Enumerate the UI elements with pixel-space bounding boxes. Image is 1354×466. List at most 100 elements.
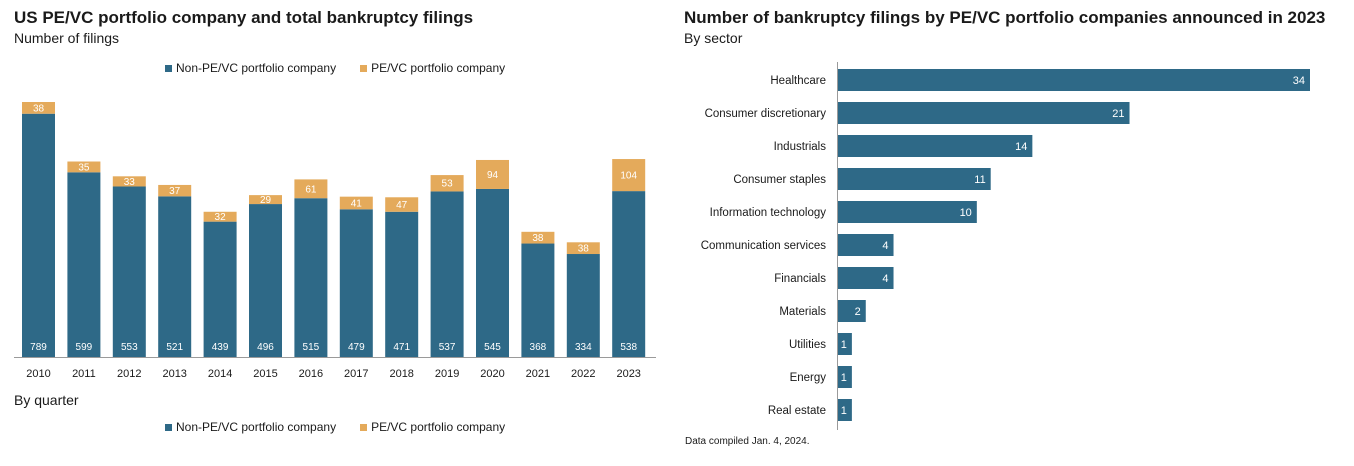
y-tick-label-communication-services: Communication services xyxy=(701,240,827,252)
data-label-non-pe-2010: 789 xyxy=(30,342,47,353)
left-bar-chart: 789 38 2010 599 35 2011 553 33 2012 521 37 2013 439 3… xyxy=(14,102,656,380)
y-tick-label-consumer-discretionary: Consumer discretionary xyxy=(705,108,827,120)
x-tick-label-2022: 2022 xyxy=(571,368,595,380)
data-label-non-pe-2020: 545 xyxy=(484,342,501,353)
data-label-non-pe-2019: 537 xyxy=(439,342,456,353)
bar-healthcare xyxy=(838,69,1310,91)
bar-energy xyxy=(838,366,852,388)
bar-pe-2012 xyxy=(112,176,146,187)
data-label-energy: 1 xyxy=(841,372,847,384)
data-label-pe-2016: 61 xyxy=(305,184,317,195)
data-label-pe-2014: 32 xyxy=(215,212,227,223)
bar-non-pe-2013 xyxy=(158,196,192,357)
legend-item-pe: PE/VC portfolio company xyxy=(360,61,505,75)
footer-legend-swatch-pe xyxy=(360,423,368,431)
legend-swatch-non-pe xyxy=(165,64,172,72)
bar-pe-2021 xyxy=(521,231,555,244)
bar-information-technology xyxy=(838,201,977,223)
x-tick-label-2016: 2016 xyxy=(299,368,323,380)
data-label-non-pe-2016: 515 xyxy=(303,342,320,353)
left-legend: Non-PE/VC portfolio company PE/VC portfo… xyxy=(165,61,529,75)
footer-legend-label-non-pe: Non-PE/VC portfolio company xyxy=(176,420,337,434)
bar-non-pe-2021 xyxy=(521,243,555,357)
bar-materials xyxy=(838,300,866,322)
data-label-materials: 2 xyxy=(855,306,861,318)
data-label-pe-2013: 37 xyxy=(169,186,181,197)
data-label-pe-2018: 47 xyxy=(396,200,408,211)
x-tick-label-2021: 2021 xyxy=(526,368,550,380)
bar-pe-2011 xyxy=(67,161,101,173)
data-label-industrials: 14 xyxy=(1015,141,1027,153)
y-tick-label-utilities: Utilities xyxy=(789,339,826,351)
bar-non-pe-2022 xyxy=(566,254,600,357)
bar-pe-2018 xyxy=(385,197,419,212)
data-label-non-pe-2014: 439 xyxy=(212,342,229,353)
x-tick-label-2014: 2014 xyxy=(208,368,232,380)
bar-pe-2017 xyxy=(339,196,373,210)
legend-label-non-pe: Non-PE/VC portfolio company xyxy=(176,61,337,75)
x-tick-label-2012: 2012 xyxy=(117,368,141,380)
data-label-real-estate: 1 xyxy=(841,405,847,417)
legend-swatch-pe xyxy=(360,64,368,72)
data-label-pe-2011: 35 xyxy=(78,162,90,173)
data-note: Data compiled Jan. 4, 2024. xyxy=(685,436,810,447)
y-tick-label-healthcare: Healthcare xyxy=(770,75,826,87)
x-tick-label-2013: 2013 xyxy=(162,368,186,380)
bar-non-pe-2010 xyxy=(22,113,55,358)
data-label-non-pe-2023: 538 xyxy=(620,342,637,353)
bar-non-pe-2016 xyxy=(294,198,328,357)
y-tick-label-financials: Financials xyxy=(774,273,826,285)
bar-real-estate xyxy=(838,399,852,421)
bar-pe-2010 xyxy=(22,102,55,114)
legend-item-non-pe: Non-PE/VC portfolio company xyxy=(165,61,336,75)
data-label-pe-2019: 53 xyxy=(442,179,454,190)
bar-utilities xyxy=(838,333,852,355)
y-tick-label-materials: Materials xyxy=(779,306,826,318)
bar-non-pe-2023 xyxy=(612,191,646,357)
data-label-pe-2020: 94 xyxy=(487,170,499,181)
x-tick-label-2018: 2018 xyxy=(389,368,413,380)
right-chart-subtitle: By sector xyxy=(684,30,743,46)
footer-legend-item-pe: PE/VC portfolio company xyxy=(360,420,505,434)
data-label-non-pe-2017: 479 xyxy=(348,342,365,353)
footer-legend-item-non-pe: Non-PE/VC portfolio company xyxy=(165,420,336,434)
data-label-pe-2017: 41 xyxy=(351,198,363,209)
left-chart-subtitle: Number of filings xyxy=(14,30,120,46)
data-label-non-pe-2018: 471 xyxy=(393,342,410,353)
data-label-pe-2022: 38 xyxy=(578,244,590,255)
x-tick-label-2023: 2023 xyxy=(616,368,640,380)
bar-pe-2022 xyxy=(566,242,600,255)
x-tick-label-2020: 2020 xyxy=(480,368,504,380)
bar-pe-2020 xyxy=(476,159,509,189)
data-label-pe-2012: 33 xyxy=(124,177,136,188)
bar-non-pe-2012 xyxy=(112,186,146,357)
data-label-non-pe-2013: 521 xyxy=(166,342,183,353)
data-label-information-technology: 10 xyxy=(960,207,972,219)
y-tick-label-industrials: Industrials xyxy=(774,141,827,153)
data-label-non-pe-2021: 368 xyxy=(530,342,547,353)
bar-non-pe-2011 xyxy=(67,172,101,357)
bar-consumer-staples xyxy=(838,168,991,190)
left-chart-title: US PE/VC portfolio company and total ban… xyxy=(14,8,474,27)
bar-pe-2016 xyxy=(294,179,328,199)
footer-legend-label-pe: PE/VC portfolio company xyxy=(371,420,506,434)
y-tick-label-real-estate: Real estate xyxy=(768,405,826,417)
bar-non-pe-2015 xyxy=(249,204,282,357)
bar-pe-2013 xyxy=(158,184,192,197)
x-tick-label-2019: 2019 xyxy=(435,368,459,380)
right-chart-title: Number of bankruptcy filings by PE/VC po… xyxy=(684,8,1326,27)
y-tick-label-consumer-staples: Consumer staples xyxy=(733,174,826,186)
data-label-pe-2023: 104 xyxy=(620,171,637,182)
data-label-utilities: 1 xyxy=(841,339,847,351)
data-label-financials: 4 xyxy=(882,273,888,285)
bar-pe-2023 xyxy=(612,159,646,192)
data-label-consumer-staples: 11 xyxy=(974,174,985,186)
footer-legend: Non-PE/VC portfolio company PE/VC portfo… xyxy=(165,420,529,434)
y-tick-label-energy: Energy xyxy=(790,372,827,384)
x-tick-label-2015: 2015 xyxy=(253,368,277,380)
data-label-non-pe-2015: 496 xyxy=(257,342,274,353)
bar-industrials xyxy=(838,135,1033,157)
bar-consumer-discretionary xyxy=(838,102,1130,124)
data-label-pe-2015: 29 xyxy=(260,195,272,206)
